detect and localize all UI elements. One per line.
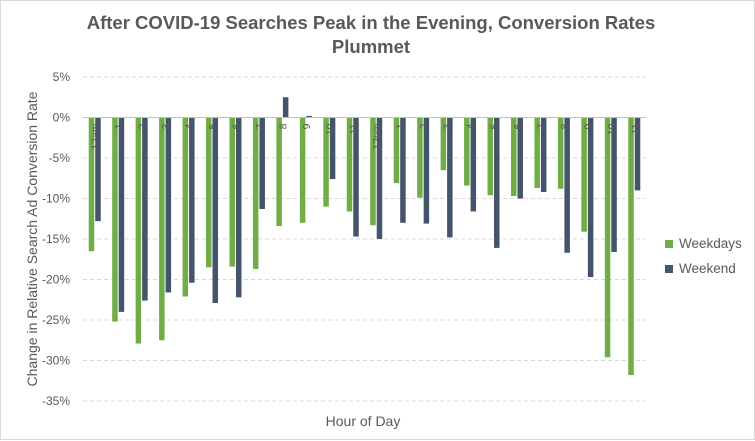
y-tick-label: -25% — [42, 313, 70, 327]
legend-item-weekend: Weekend — [665, 256, 742, 281]
bar-weekdays — [510, 117, 517, 197]
y-tick-label: -35% — [42, 394, 70, 408]
x-tick-label: 6 — [512, 123, 524, 129]
bar-weekdays — [299, 117, 306, 223]
bar-weekend — [118, 117, 125, 312]
bar-weekend — [611, 117, 617, 252]
x-axis-title: Hour of Day — [325, 413, 401, 429]
x-tick-label: 2 — [137, 123, 149, 129]
x-tick-label: 5 — [489, 123, 501, 129]
bar-weekdays — [159, 117, 165, 341]
x-tick-label: 9 — [301, 123, 313, 129]
bar-weekdays — [464, 117, 470, 186]
bar-weekdays — [135, 117, 142, 344]
bar-weekend — [376, 117, 383, 239]
bar-weekdays — [487, 117, 494, 196]
bar-weekdays — [182, 117, 189, 297]
bar-weekdays — [206, 117, 212, 268]
bar-weekdays — [628, 117, 634, 376]
x-tick-label: 3 — [442, 123, 454, 129]
bar-weekdays — [229, 117, 235, 267]
bar-weekdays — [604, 117, 611, 358]
bar-weekend — [400, 117, 406, 223]
bar-weekdays — [370, 117, 376, 226]
bar-weekdays — [393, 117, 400, 184]
bar-weekend — [587, 117, 594, 278]
x-tick-label: 12am — [90, 123, 102, 150]
legend-label-weekdays: Weekdays — [679, 236, 742, 251]
y-tick-label: 5% — [53, 70, 71, 84]
bar-weekdays — [534, 117, 540, 188]
bar-weekdays — [557, 117, 564, 189]
y-tick-label: -30% — [42, 354, 70, 368]
legend-swatch-weekend — [665, 264, 673, 273]
x-tick-label: 7 — [535, 123, 547, 129]
x-tick-label: 9 — [582, 123, 594, 129]
x-tick-label: 8 — [277, 123, 289, 129]
x-tick-label: 12pm — [371, 123, 383, 150]
y-tick-label: -5% — [49, 151, 71, 165]
x-tick-label: 11 — [348, 123, 360, 134]
bar-weekdays — [417, 117, 423, 198]
bar-weekdays — [440, 117, 447, 171]
bar-weekdays — [88, 117, 95, 252]
x-tick-label: 4 — [184, 123, 196, 129]
bar-weekend — [494, 117, 500, 248]
x-tick-label: 5 — [207, 123, 219, 129]
y-tick-label: -20% — [42, 273, 70, 287]
y-tick-label: -15% — [42, 232, 70, 246]
x-tick-label: 3 — [160, 123, 172, 129]
bar-weekdays — [112, 117, 118, 322]
bar-weekend — [470, 117, 477, 212]
x-tick-label: 11 — [629, 123, 641, 134]
bar-weekend — [189, 117, 195, 283]
x-tick-label: 10 — [606, 123, 618, 135]
x-tick-label: 2 — [418, 123, 430, 129]
bar-weekend — [235, 117, 242, 298]
y-tick-label: -10% — [42, 192, 70, 206]
bar-weekend — [142, 117, 148, 301]
x-tick-label: 10 — [324, 123, 336, 135]
bar-weekend — [517, 117, 523, 199]
x-tick-label: 1 — [113, 123, 125, 129]
x-tick-label: 8 — [559, 123, 571, 129]
bar-weekdays — [276, 117, 282, 227]
bar-weekend — [329, 117, 336, 180]
bar-weekdays — [346, 117, 353, 212]
bar-weekend — [353, 117, 359, 237]
bar-weekend — [540, 117, 547, 193]
bar-weekend — [447, 117, 453, 238]
y-tick-label: 0% — [53, 111, 71, 125]
legend-swatch-weekdays — [665, 239, 673, 248]
legend-item-weekdays: Weekdays — [665, 231, 742, 256]
bar-weekend — [634, 117, 641, 191]
legend: Weekdays Weekend — [665, 231, 742, 281]
bar-weekdays — [581, 117, 587, 232]
bar-weekend — [306, 115, 312, 118]
bar-weekend — [282, 97, 289, 118]
legend-label-weekend: Weekend — [679, 261, 736, 276]
x-tick-label: 6 — [230, 123, 242, 129]
bar-weekend — [165, 117, 172, 293]
bar-weekend — [95, 117, 101, 222]
x-tick-label: 1 — [395, 123, 407, 129]
bar-weekend — [259, 117, 265, 210]
chart-title: After COVID-19 Searches Peak in the Even… — [86, 12, 656, 57]
bar-weekend — [212, 117, 219, 303]
x-tick-label: 7 — [254, 123, 266, 129]
bar-weekdays — [252, 117, 259, 269]
bar-weekend — [423, 117, 430, 224]
x-tick-label: 4 — [465, 123, 477, 129]
bar-weekend — [564, 117, 570, 253]
bar-weekdays — [323, 117, 329, 207]
